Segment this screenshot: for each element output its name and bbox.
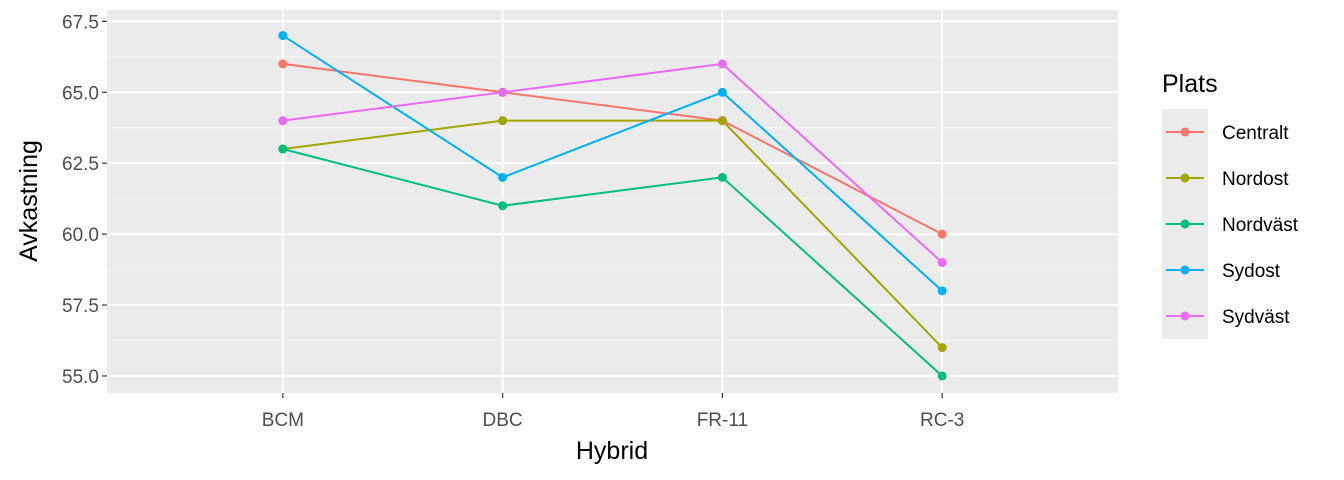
plot-panel [107, 10, 1118, 393]
y-tick-label: 57.5 [62, 296, 99, 317]
x-tick-label: DBC [483, 410, 523, 431]
legend-title: Plats [1162, 70, 1218, 98]
series-layer [278, 31, 947, 381]
data-point-sydost [278, 31, 288, 41]
data-point-sydvast [717, 59, 727, 69]
x-tick-label: RC-3 [920, 410, 964, 431]
data-point-sydost [717, 87, 727, 97]
data-point-sydost [498, 172, 508, 182]
data-point-sydvast [278, 116, 288, 126]
y-tick-label: 60.0 [62, 225, 99, 246]
legend-point-sydvast [1180, 311, 1190, 321]
data-point-nordost [937, 343, 947, 353]
y-axis-title: Avkastning [15, 140, 43, 262]
legend-label-sydost: Sydost [1222, 261, 1281, 282]
y-axis-ticks: 55.0 57.5 60.0 62.5 65.0 67.5 [62, 12, 107, 388]
x-tick-label: FR-11 [697, 410, 748, 431]
y-tick-label: 55.0 [62, 367, 99, 388]
legend-label-centralt: Centralt [1222, 123, 1289, 144]
data-point-nordvast [498, 201, 508, 211]
data-point-centralt [278, 59, 288, 69]
legend: Plats Centralt Nordost Nordväst Sydost Sydvä… [1162, 70, 1299, 339]
series-line-sydvast [282, 62, 943, 264]
legend-label-nordost: Nordost [1222, 169, 1289, 190]
y-tick-label: 65.0 [62, 83, 99, 104]
x-axis-ticks: BCM DBC FR-11 RC-3 [262, 393, 964, 431]
data-point-nordvast [278, 144, 288, 154]
data-point-sydvast [498, 87, 508, 97]
legend-point-nordost [1180, 173, 1190, 183]
series-line-nordost [282, 119, 943, 349]
x-axis-title: Hybrid [576, 437, 648, 465]
data-point-sydvast [937, 257, 947, 267]
legend-label-sydvast: Sydväst [1222, 307, 1290, 328]
minor-gridlines [107, 56, 1118, 342]
data-point-centralt [937, 229, 947, 239]
data-point-nordost [717, 116, 727, 126]
y-tick-label: 67.5 [62, 12, 99, 33]
legend-items: Centralt Nordost Nordväst Sydost Sydväst [1162, 109, 1299, 339]
x-tick-label: BCM [262, 410, 304, 431]
legend-label-nordvast: Nordväst [1222, 215, 1299, 236]
legend-point-nordvast [1180, 219, 1190, 229]
data-point-nordost [498, 116, 508, 126]
legend-point-centralt [1180, 127, 1190, 137]
data-point-nordvast [717, 172, 727, 182]
data-point-nordvast [937, 371, 947, 381]
data-point-sydost [937, 286, 947, 296]
y-tick-label: 62.5 [62, 154, 99, 175]
legend-point-sydost [1180, 265, 1190, 275]
series-line-nordvast [282, 148, 943, 377]
series-line-centralt [282, 62, 943, 236]
